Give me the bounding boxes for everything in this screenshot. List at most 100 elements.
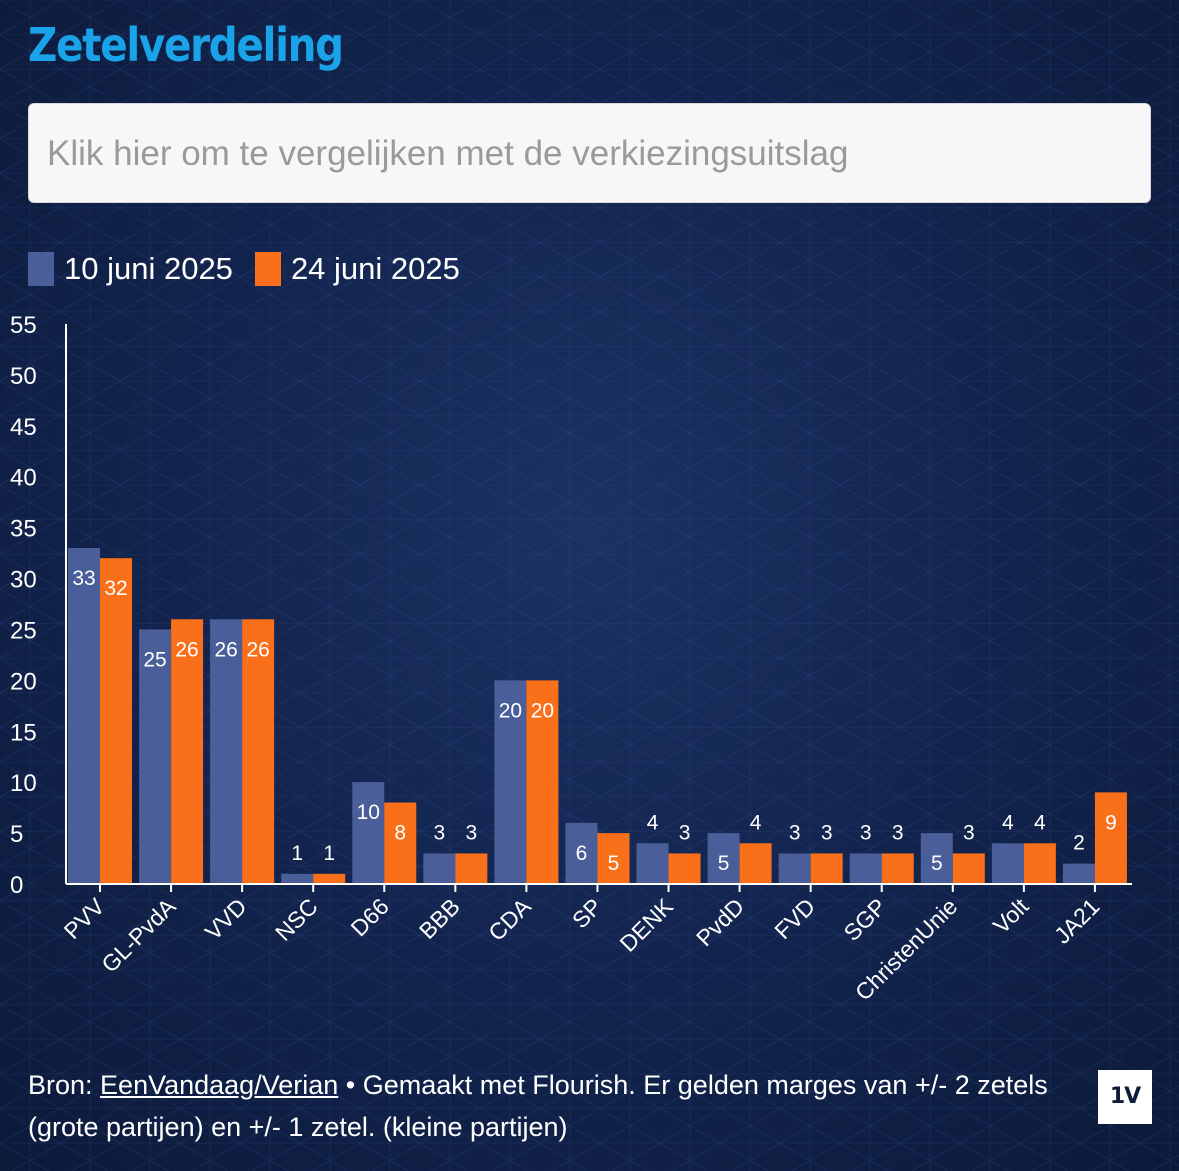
bar-1: [920, 833, 953, 884]
data-label: 3: [892, 821, 904, 844]
bar-2: [242, 619, 275, 884]
data-label: 26: [175, 638, 198, 661]
legend-item-series-1[interactable]: 10 juni 2025: [28, 251, 233, 287]
x-tick-label: JA21: [1049, 893, 1104, 948]
legend-label-series-2: 24 juni 2025: [290, 251, 460, 286]
legend-label-series-1: 10 juni 2025: [64, 251, 233, 286]
legend-swatch-series-2: [254, 252, 281, 286]
data-label: 32: [104, 577, 127, 600]
x-tick-label: D66: [346, 893, 394, 941]
bar-2: [952, 853, 985, 884]
compare-results-button[interactable]: Klik hier om te vergelijken met de verki…: [28, 103, 1151, 203]
bar-2: [668, 853, 701, 884]
x-tick-label: NSC: [270, 893, 323, 946]
bar-1: [210, 619, 243, 884]
data-label: 3: [433, 821, 445, 844]
data-label: 2: [1073, 832, 1085, 855]
y-tick-label: 25: [10, 617, 37, 644]
data-label: 9: [1105, 811, 1117, 834]
bar-2: [384, 802, 417, 884]
x-tick-label: FVD: [769, 893, 820, 944]
x-tick-label: SP: [567, 893, 607, 933]
y-tick-label: 55: [10, 312, 37, 339]
bar-2: [100, 558, 132, 884]
data-label: 4: [750, 811, 762, 834]
data-label: 25: [143, 648, 166, 671]
data-label: 33: [72, 567, 95, 590]
bar-2: [597, 833, 630, 884]
bar-1: [565, 822, 598, 884]
bar-1: [423, 853, 456, 884]
eenvandaag-logo: 1V: [1098, 1070, 1152, 1124]
legend-swatch-series-1: [28, 252, 54, 286]
bar-2: [526, 680, 559, 884]
bar-2: [455, 853, 488, 884]
y-tick-label: 15: [10, 719, 37, 746]
legend-item-series-2[interactable]: 24 juni 2025: [254, 251, 460, 287]
data-label: 3: [679, 821, 691, 844]
y-tick-label: 40: [10, 465, 37, 492]
x-tick-label: Volt: [988, 893, 1034, 939]
data-label: 1: [291, 842, 303, 865]
page-title: Zetelverdeling: [28, 18, 344, 72]
x-tick-label: CDA: [483, 893, 536, 946]
bar-1: [68, 548, 100, 884]
data-label: 3: [860, 821, 872, 844]
y-tick-label: 10: [10, 770, 37, 797]
data-label: 5: [718, 852, 730, 875]
y-tick-label: 20: [10, 668, 37, 695]
data-label: 1: [323, 842, 335, 865]
bar-1: [281, 873, 314, 884]
bar-1: [636, 843, 669, 884]
y-tick-label: 0: [10, 872, 23, 899]
data-label: 20: [531, 699, 554, 722]
bar-1: [139, 629, 172, 884]
data-label: 5: [608, 852, 620, 875]
bar-1: [1062, 863, 1095, 884]
chart-legend: 10 juni 2025 24 juni 2025: [28, 251, 482, 287]
x-tick-label: PVV: [59, 893, 110, 944]
bar-2: [1023, 843, 1056, 884]
x-tick-label: VVD: [200, 893, 252, 945]
bar-1: [778, 853, 811, 884]
data-label: 5: [931, 852, 943, 875]
data-label: 26: [214, 638, 237, 661]
x-tick-label: DENK: [614, 893, 678, 957]
y-tick-label: 5: [10, 821, 23, 848]
data-label: 4: [1002, 811, 1014, 834]
bar-2: [881, 853, 914, 884]
bar-2: [810, 853, 843, 884]
bar-1: [991, 843, 1024, 884]
data-label: 6: [576, 842, 588, 865]
footer-note: • Gemaakt met Flourish. Er gelden marges…: [28, 1070, 1048, 1142]
data-label: 20: [499, 699, 522, 722]
data-label: 4: [647, 811, 659, 834]
bar-2: [739, 843, 772, 884]
data-label: 3: [821, 821, 833, 844]
bar-2: [1094, 792, 1127, 884]
footer-prefix: Bron:: [28, 1070, 101, 1100]
x-tick-label: BBB: [414, 893, 465, 944]
data-label: 3: [465, 821, 477, 844]
data-label: 3: [963, 821, 975, 844]
bar-1: [494, 680, 527, 884]
data-label: 3: [789, 821, 801, 844]
bar-1: [352, 782, 385, 884]
bar-1: [849, 853, 882, 884]
source-link[interactable]: EenVandaag/Verian: [100, 1070, 339, 1100]
x-tick-label: GL-PvdA: [96, 893, 181, 978]
y-tick-label: 35: [10, 516, 37, 543]
data-label: 4: [1034, 811, 1046, 834]
bar-2: [313, 873, 346, 884]
bar-1: [707, 833, 740, 884]
footer-source: Bron: EenVandaag/Verian • Gemaakt met Fl…: [28, 1064, 1048, 1148]
data-label: 8: [394, 822, 406, 845]
y-tick-label: 30: [10, 567, 37, 594]
y-tick-label: 50: [10, 363, 37, 390]
x-tick-label: PvdD: [691, 893, 749, 951]
data-label: 10: [357, 801, 380, 824]
y-tick-label: 45: [10, 414, 37, 441]
bar-2: [171, 619, 204, 884]
x-tick-label: SGP: [839, 893, 892, 946]
